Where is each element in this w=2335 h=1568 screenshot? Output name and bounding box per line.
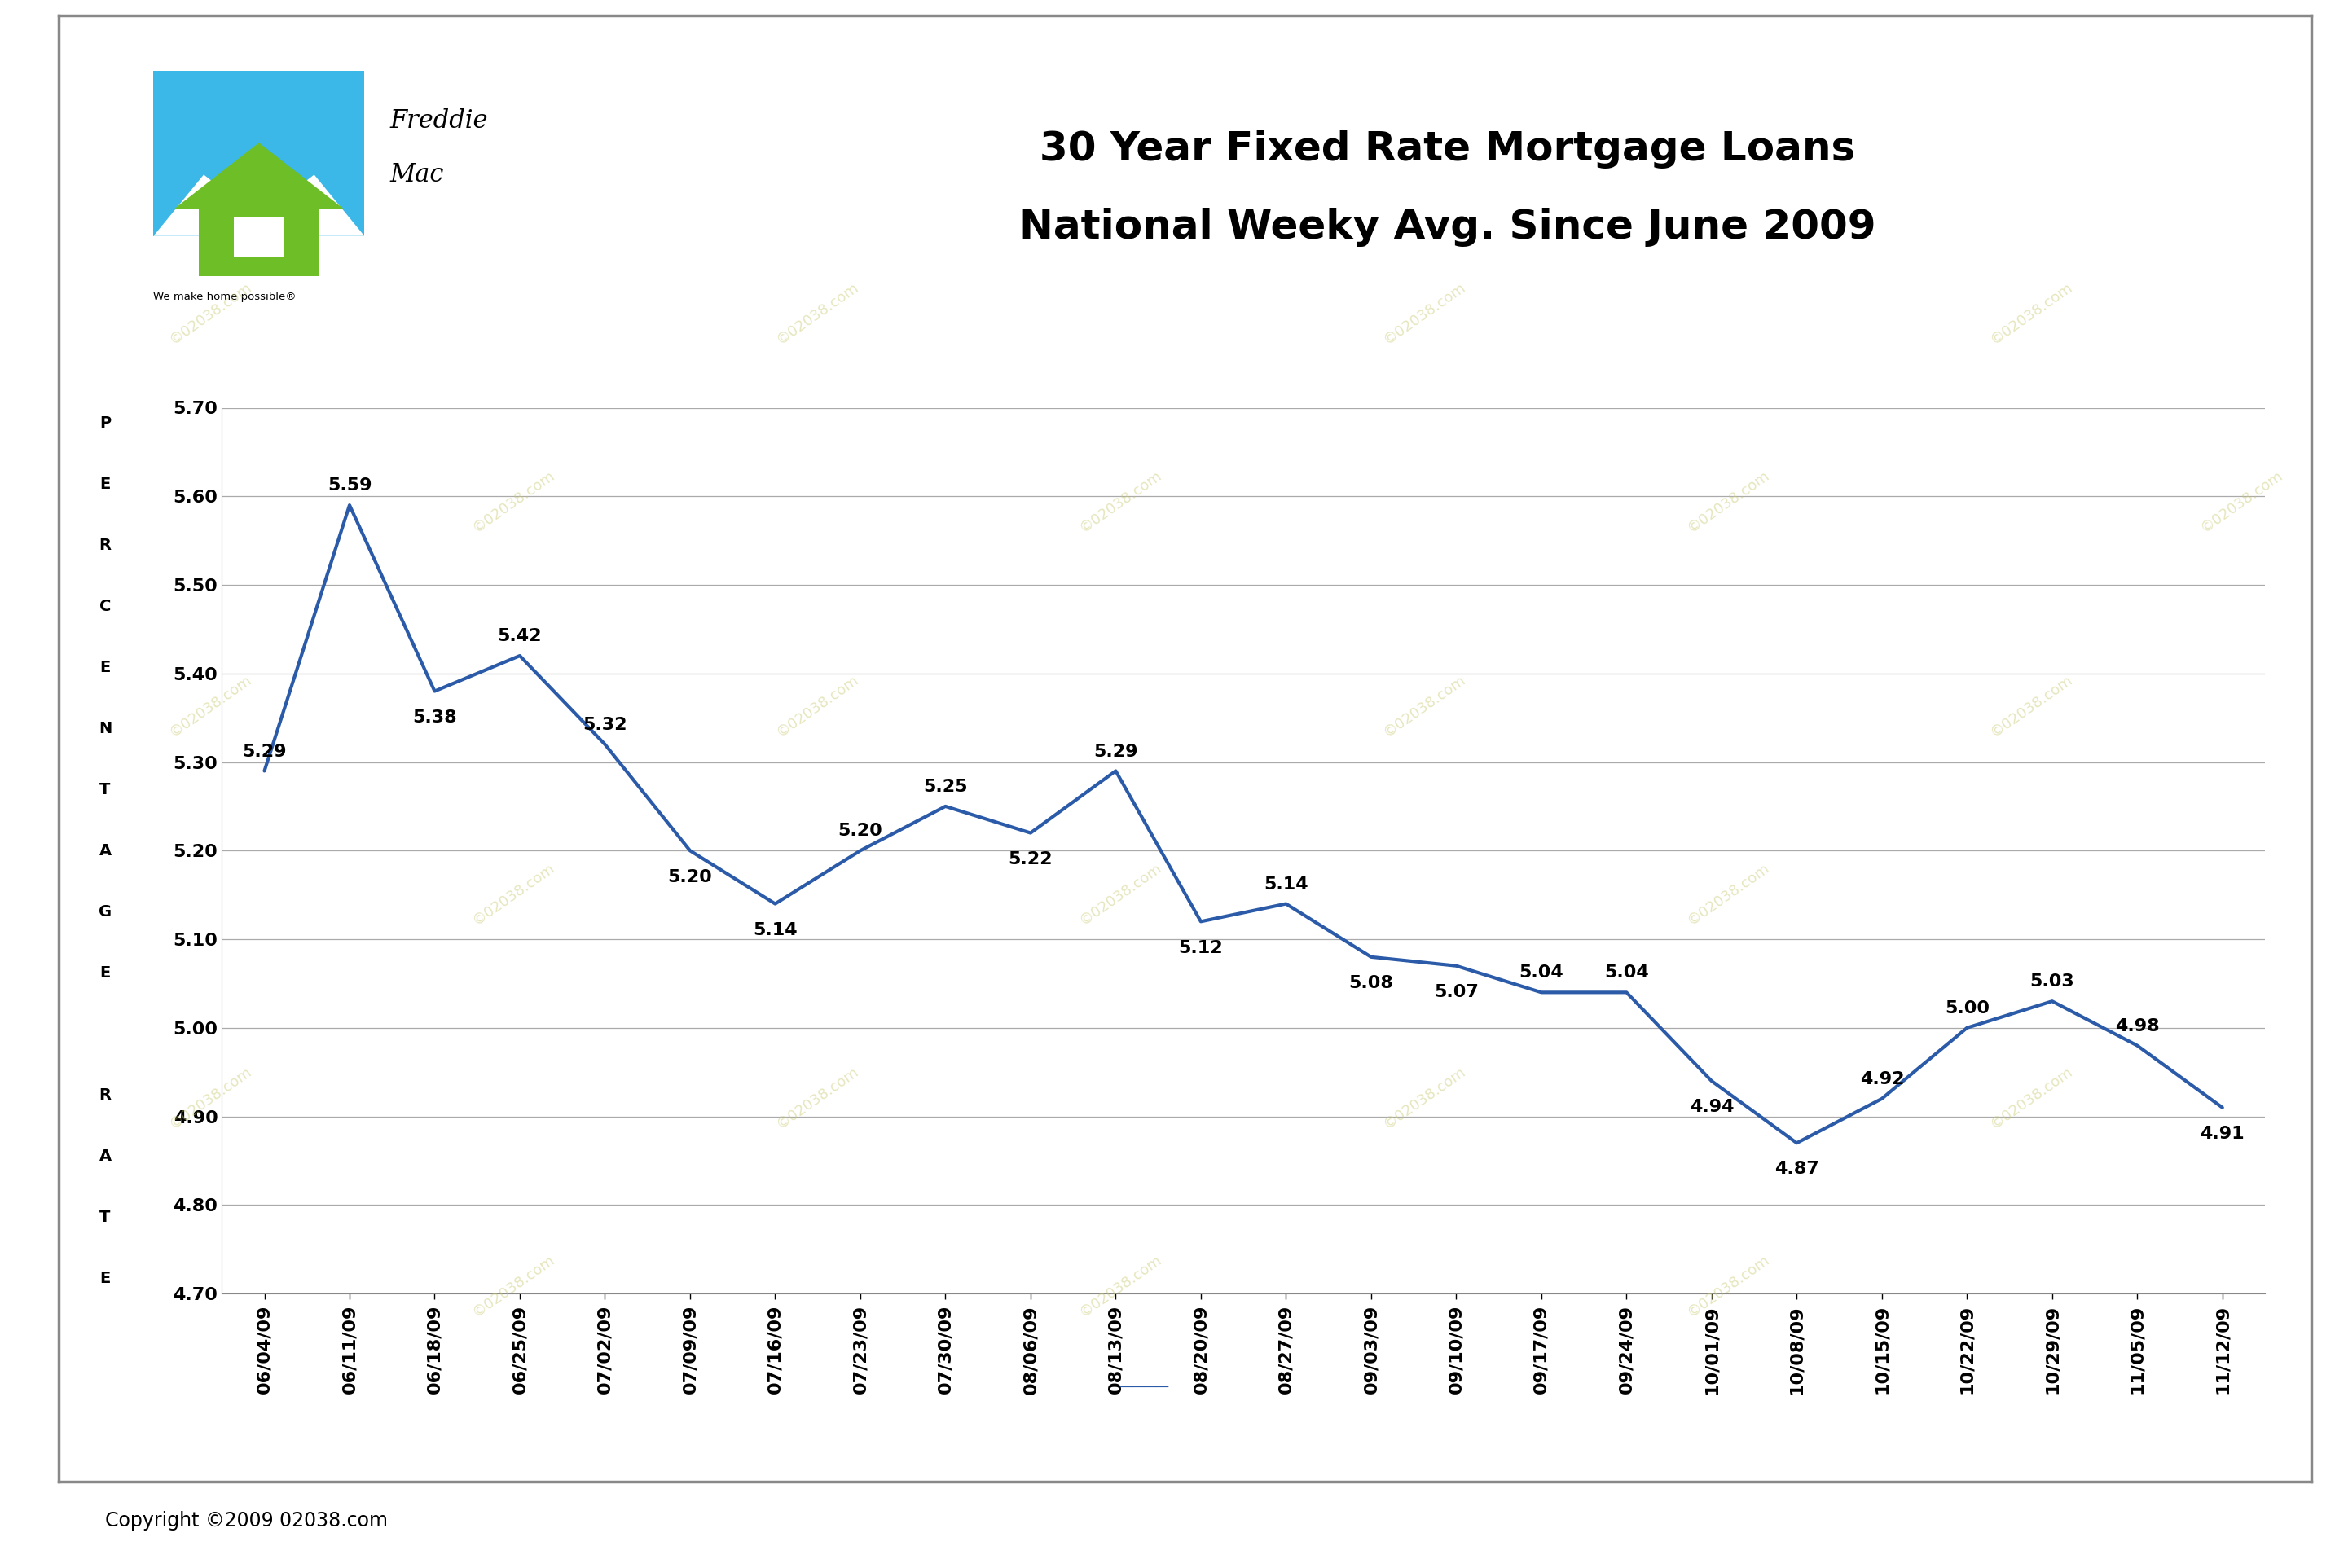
- Text: 5.04: 5.04: [1604, 964, 1649, 982]
- Text: ©02038.com: ©02038.com: [1076, 467, 1165, 536]
- Text: 4.94: 4.94: [1691, 1099, 1735, 1115]
- Text: 5.29: 5.29: [243, 743, 287, 759]
- Text: ©02038.com: ©02038.com: [166, 1063, 255, 1132]
- Bar: [154, 71, 364, 235]
- Text: 5.59: 5.59: [327, 478, 371, 494]
- Text: A: A: [98, 844, 112, 858]
- Bar: [198, 204, 320, 276]
- Text: ©02038.com: ©02038.com: [1380, 671, 1469, 740]
- Text: ©02038.com: ©02038.com: [1076, 859, 1165, 928]
- Text: ©02038.com: ©02038.com: [1684, 859, 1772, 928]
- Text: 5.20: 5.20: [668, 869, 712, 884]
- Text: T: T: [100, 1209, 110, 1225]
- Text: R: R: [98, 1087, 112, 1102]
- Text: 5.14: 5.14: [1263, 877, 1308, 892]
- Text: 4.98: 4.98: [2116, 1018, 2160, 1035]
- Text: 30 Year Fixed Rate Mortgage Loans: 30 Year Fixed Rate Mortgage Loans: [1039, 130, 1856, 168]
- Text: E: E: [100, 1270, 110, 1286]
- Bar: [234, 218, 285, 257]
- Text: T: T: [100, 782, 110, 797]
- Text: ©02038.com: ©02038.com: [1076, 1251, 1165, 1320]
- Text: C: C: [98, 599, 112, 615]
- Text: 5.03: 5.03: [2029, 974, 2073, 989]
- Text: ©02038.com: ©02038.com: [1987, 671, 2076, 740]
- Text: ©02038.com: ©02038.com: [1684, 467, 1772, 536]
- Text: 5.14: 5.14: [752, 922, 799, 938]
- Text: E: E: [100, 964, 110, 980]
- Text: 5.42: 5.42: [497, 629, 542, 644]
- Text: 5.22: 5.22: [1009, 851, 1053, 867]
- Text: 5.29: 5.29: [1093, 743, 1137, 759]
- Text: Freddie: Freddie: [390, 108, 488, 133]
- Text: 4.91: 4.91: [2200, 1126, 2244, 1142]
- Text: ©02038.com: ©02038.com: [773, 279, 862, 348]
- Text: ©02038.com: ©02038.com: [166, 671, 255, 740]
- Text: ©02038.com: ©02038.com: [1987, 279, 2076, 348]
- Text: G: G: [98, 905, 112, 919]
- Text: ©02038.com: ©02038.com: [1380, 279, 1469, 348]
- Text: 4.92: 4.92: [1859, 1071, 1903, 1087]
- Text: 5.00: 5.00: [1945, 1000, 1989, 1016]
- Text: E: E: [100, 477, 110, 492]
- Text: Copyright ©2009 02038.com: Copyright ©2009 02038.com: [105, 1512, 388, 1530]
- Text: ©02038.com: ©02038.com: [469, 467, 558, 536]
- Text: 4.87: 4.87: [1775, 1160, 1819, 1178]
- Text: 5.38: 5.38: [413, 709, 458, 726]
- Text: ©02038.com: ©02038.com: [166, 279, 255, 348]
- Text: P: P: [100, 416, 110, 431]
- Text: Mac: Mac: [390, 162, 444, 187]
- Text: ©02038.com: ©02038.com: [1987, 1063, 2076, 1132]
- Text: E: E: [100, 660, 110, 676]
- Text: 5.12: 5.12: [1179, 939, 1224, 956]
- Polygon shape: [173, 143, 343, 209]
- Text: 5.25: 5.25: [922, 779, 967, 795]
- Text: 5.08: 5.08: [1350, 975, 1394, 991]
- Text: ©02038.com: ©02038.com: [469, 859, 558, 928]
- Text: ©02038.com: ©02038.com: [1684, 1251, 1772, 1320]
- Text: R: R: [98, 538, 112, 554]
- Text: 5.04: 5.04: [1520, 964, 1564, 982]
- Text: ©02038.com: ©02038.com: [1380, 1063, 1469, 1132]
- Text: A: A: [98, 1148, 112, 1163]
- Text: National Weeky Avg. Since June 2009: National Weeky Avg. Since June 2009: [1020, 209, 1875, 246]
- Text: We make home possible®: We make home possible®: [154, 292, 297, 303]
- Text: ©02038.com: ©02038.com: [773, 671, 862, 740]
- Text: 5.32: 5.32: [584, 717, 628, 732]
- Text: ©02038.com: ©02038.com: [773, 1063, 862, 1132]
- Text: ©02038.com: ©02038.com: [2197, 467, 2286, 536]
- Text: 5.20: 5.20: [838, 823, 883, 839]
- Text: 5.07: 5.07: [1434, 983, 1478, 1000]
- Text: ©02038.com: ©02038.com: [469, 1251, 558, 1320]
- Polygon shape: [154, 174, 364, 235]
- Text: N: N: [98, 721, 112, 737]
- Text: ────: ────: [1121, 1378, 1168, 1397]
